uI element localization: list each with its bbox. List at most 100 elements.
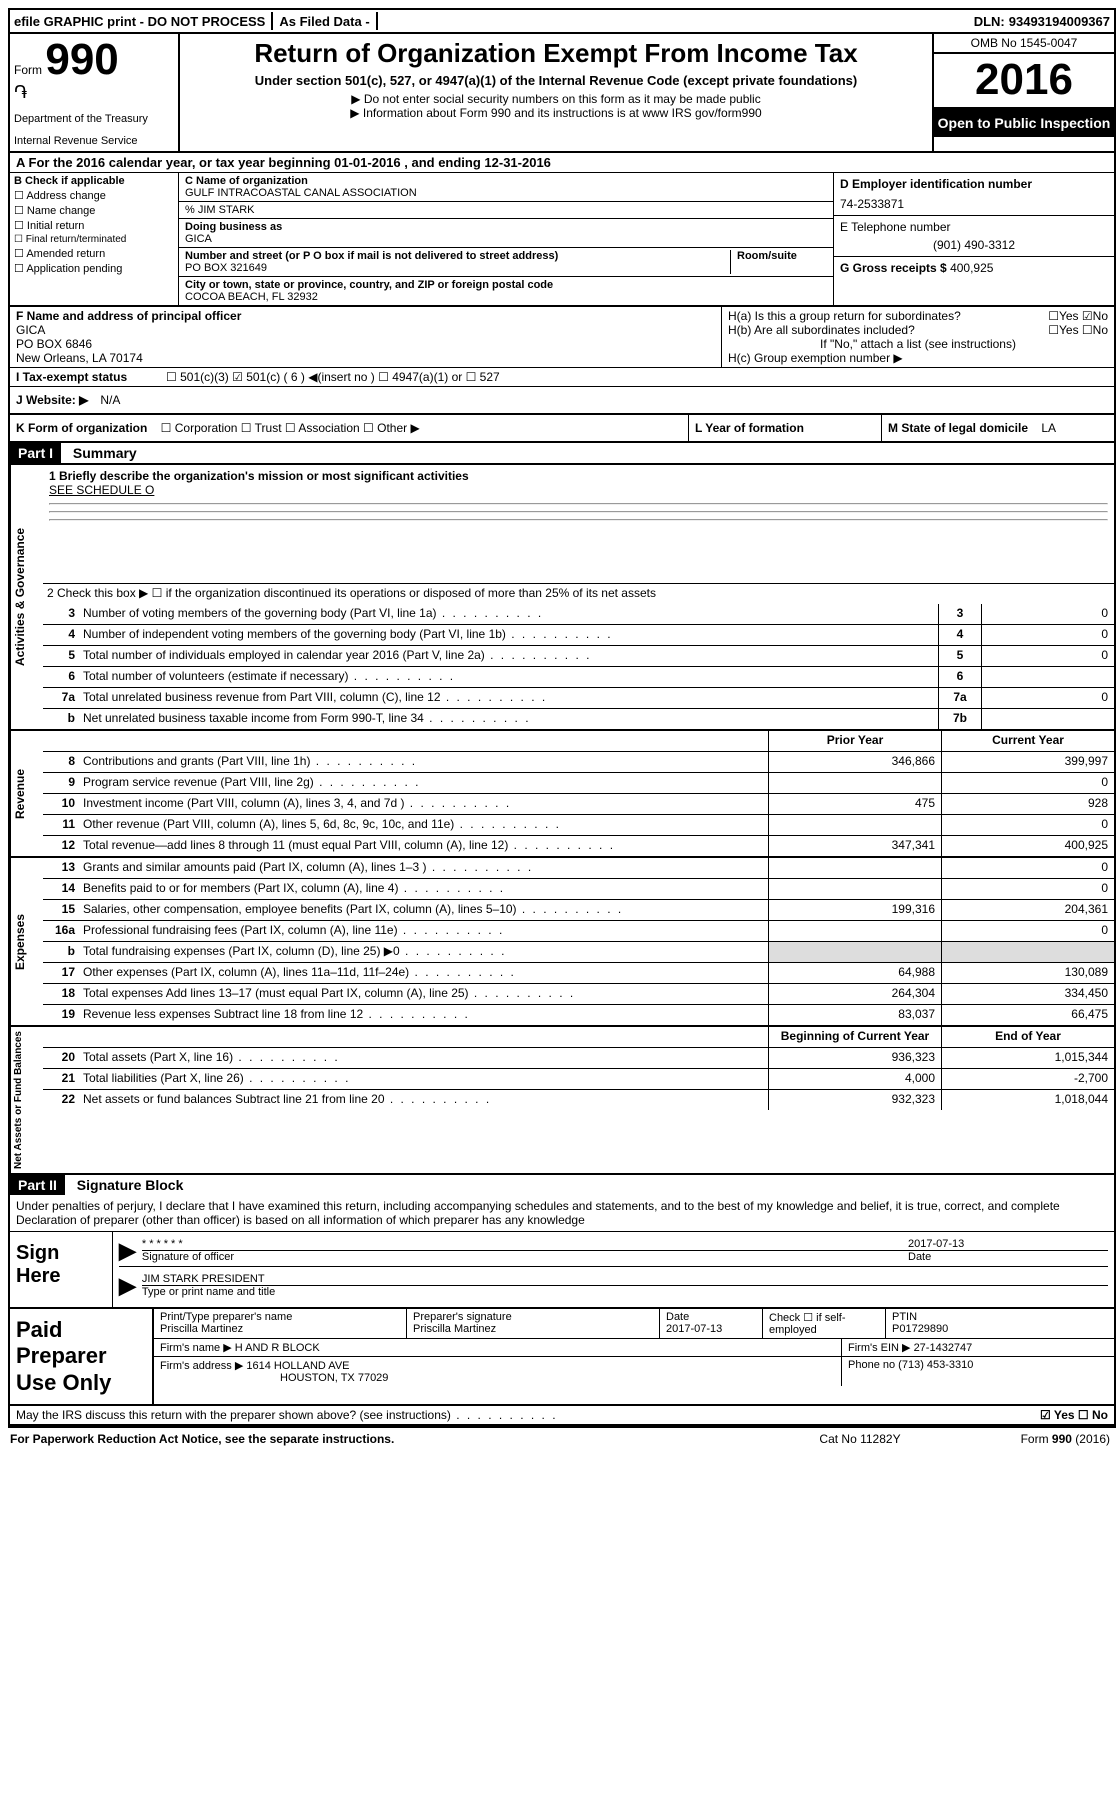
header-center: Return of Organization Exempt From Incom… xyxy=(180,34,932,151)
line-text: Total assets (Part X, line 16) xyxy=(79,1048,768,1068)
sign-date-label: Date xyxy=(908,1250,1108,1263)
prior-value: 475 xyxy=(768,794,941,814)
prior-value xyxy=(768,773,941,793)
ein-label: D Employer identification number xyxy=(840,177,1108,191)
line-2-discontinue: 2 Check this box ▶ ☐ if the organization… xyxy=(43,584,1114,604)
prior-value xyxy=(768,879,941,899)
ha-no[interactable]: ☑No xyxy=(1082,309,1108,323)
line-number: 4 xyxy=(43,625,79,645)
dept-irs: Internal Revenue Service xyxy=(14,135,174,147)
ptin-value: P01729890 xyxy=(892,1323,1108,1335)
line-text: Salaries, other compensation, employee b… xyxy=(79,900,768,920)
efile-text: efile GRAPHIC print - DO NOT PROCESS xyxy=(14,14,265,29)
line-number: 8 xyxy=(43,752,79,772)
org-name: GULF INTRACOASTAL CANAL ASSOCIATION xyxy=(185,187,827,199)
current-value: 1,018,044 xyxy=(941,1090,1114,1110)
line-number: 15 xyxy=(43,900,79,920)
discuss-answer[interactable]: ☑ Yes ☐ No xyxy=(1040,1408,1108,1422)
cb-address-change[interactable]: Address change xyxy=(14,189,174,202)
netassets-side-label: Net Assets or Fund Balances xyxy=(10,1027,43,1173)
prior-value: 932,323 xyxy=(768,1090,941,1110)
cb-initial-return[interactable]: Initial return xyxy=(14,219,174,232)
firm-addr: 1614 HOLLAND AVE xyxy=(246,1360,349,1372)
prep-name-label: Print/Type preparer's name xyxy=(160,1311,400,1323)
footer-form: Form 990 (2016) xyxy=(1021,1432,1110,1446)
dln-label: DLN: xyxy=(974,14,1005,29)
line-text: Benefits paid to or for members (Part IX… xyxy=(79,879,768,899)
type-name-label: Type or print name and title xyxy=(142,1285,1108,1298)
form-title: Return of Organization Exempt From Incom… xyxy=(186,38,926,69)
line-text: Total revenue—add lines 8 through 11 (mu… xyxy=(79,836,768,856)
part-1-header-row: Part I Summary xyxy=(10,443,1114,465)
cb-application-pending[interactable]: Application pending xyxy=(14,262,174,275)
line-text: Total number of volunteers (estimate if … xyxy=(79,667,938,687)
line-number: 3 xyxy=(43,604,79,624)
summary-line: 18Total expenses Add lines 13–17 (must e… xyxy=(43,984,1114,1005)
irs-link[interactable]: www IRS gov/form990 xyxy=(642,106,761,120)
summary-line: 22Net assets or fund balances Subtract l… xyxy=(43,1090,1114,1110)
firm-name-label: Firm's name ▶ xyxy=(160,1342,232,1354)
summary-line: 3Number of voting members of the governi… xyxy=(43,604,1114,625)
current-value: 0 xyxy=(941,773,1114,793)
summary-line: 17Other expenses (Part IX, column (A), l… xyxy=(43,963,1114,984)
current-year-header: Current Year xyxy=(941,731,1114,751)
prior-value: 83,037 xyxy=(768,1005,941,1025)
line-number: 16a xyxy=(43,921,79,941)
org-name-label: C Name of organization xyxy=(185,175,827,187)
tax-exempt-options[interactable]: ☐ 501(c)(3) ☑ 501(c) ( 6 ) ◀(insert no )… xyxy=(166,370,500,384)
line-number: 18 xyxy=(43,984,79,1004)
cb-final-return[interactable]: Final return/terminated xyxy=(14,234,174,245)
summary-line: bNet unrelated business taxable income f… xyxy=(43,709,1114,729)
line-a-tax-year: A For the 2016 calendar year, or tax yea… xyxy=(10,153,1114,173)
form-org-options[interactable]: ☐ Corporation ☐ Trust ☐ Association ☐ Ot… xyxy=(161,421,420,435)
top-bar: efile GRAPHIC print - DO NOT PROCESS As … xyxy=(10,10,1114,34)
current-value: 400,925 xyxy=(941,836,1114,856)
summary-line: 11Other revenue (Part VIII, column (A), … xyxy=(43,815,1114,836)
header-left: Form 990 ֏ Department of the Treasury In… xyxy=(10,34,180,151)
sign-date-value: 2017-07-13 xyxy=(908,1238,1108,1250)
prior-value: 347,341 xyxy=(768,836,941,856)
summary-line: 8Contributions and grants (Part VIII, li… xyxy=(43,752,1114,773)
sig-stars: ****** xyxy=(142,1238,908,1250)
city-label: City or town, state or province, country… xyxy=(185,279,827,291)
hc-label: H(c) Group exemption number ▶ xyxy=(728,351,1108,365)
footer-cat: Cat No 11282Y xyxy=(819,1432,900,1446)
prior-value xyxy=(768,921,941,941)
summary-line: 13Grants and similar amounts paid (Part … xyxy=(43,858,1114,879)
current-value: 0 xyxy=(941,858,1114,878)
prior-value: 936,323 xyxy=(768,1048,941,1068)
cb-amended-return[interactable]: Amended return xyxy=(14,247,174,260)
line-number: 13 xyxy=(43,858,79,878)
ha-yes[interactable]: ☐Yes xyxy=(1048,309,1078,323)
hb-answer[interactable]: ☐Yes ☐No xyxy=(1048,323,1108,337)
form-subtitle: Under section 501(c), 527, or 4947(a)(1)… xyxy=(186,73,926,88)
section-b: B Check if applicable Address change Nam… xyxy=(10,173,179,305)
line-box: 4 xyxy=(938,625,981,645)
line-text: Total unrelated business revenue from Pa… xyxy=(79,688,938,708)
line-text: Investment income (Part VIII, column (A)… xyxy=(79,794,768,814)
form-header: Form 990 ֏ Department of the Treasury In… xyxy=(10,34,1114,153)
prep-self-employed[interactable]: Check ☐ if self-employed xyxy=(763,1309,886,1338)
current-value: -2,700 xyxy=(941,1069,1114,1089)
section-h: H(a) Is this a group return for subordin… xyxy=(721,307,1114,367)
firm-phone-label: Phone no xyxy=(848,1359,895,1371)
line-text: Revenue less expenses Subtract line 18 f… xyxy=(79,1005,768,1025)
phone-label: E Telephone number xyxy=(840,220,1108,234)
cb-name-change[interactable]: Name change xyxy=(14,204,174,217)
prior-value xyxy=(768,815,941,835)
section-degh: D Employer identification number 74-2533… xyxy=(833,173,1114,305)
line-text: Total liabilities (Part X, line 26) xyxy=(79,1069,768,1089)
line-value: 0 xyxy=(981,604,1114,624)
line-value: 0 xyxy=(981,646,1114,666)
dba-label: Doing business as xyxy=(185,221,827,233)
line-number: 19 xyxy=(43,1005,79,1025)
line-box: 7b xyxy=(938,709,981,729)
begin-year-header: Beginning of Current Year xyxy=(768,1027,941,1047)
section-f: F Name and address of principal officer … xyxy=(10,307,721,367)
row-i: I Tax-exempt status ☐ 501(c)(3) ☑ 501(c)… xyxy=(10,368,1114,387)
paid-preparer-block: Paid Preparer Use Only Print/Type prepar… xyxy=(10,1309,1114,1406)
officer-name: GICA xyxy=(16,323,715,337)
prep-sig-label: Preparer's signature xyxy=(413,1311,653,1323)
dept-treasury: Department of the Treasury xyxy=(14,113,174,125)
line-number: b xyxy=(43,709,79,729)
